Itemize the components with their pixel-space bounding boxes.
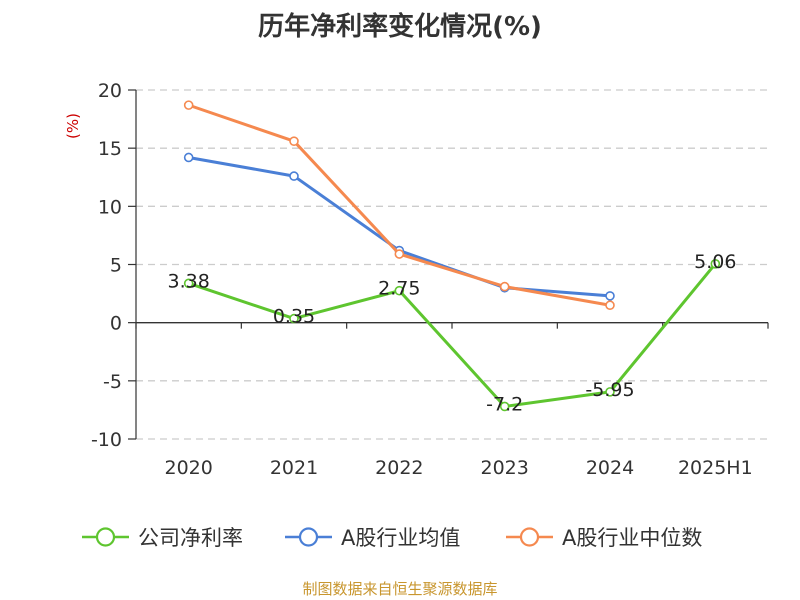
y-axis-label: (%): [64, 113, 82, 139]
data-point: [183, 100, 194, 110]
legend-marker: [519, 527, 540, 547]
x-tick-label: 2023: [480, 457, 528, 479]
data-label: 3.38: [168, 270, 210, 292]
data-point: [605, 300, 615, 311]
data-point: [605, 291, 615, 301]
data-point: [710, 259, 721, 269]
legend-marker: [298, 527, 319, 547]
x-tick-label: 2022: [375, 457, 423, 479]
data-point: [499, 281, 510, 292]
legend-label: 公司净利率: [138, 526, 243, 550]
legend-item-0[interactable]: 公司净利率: [82, 526, 243, 550]
y-tick-label: 10: [98, 196, 122, 218]
data-label: 5.06: [694, 251, 736, 273]
y-tick-label: -5: [103, 371, 122, 393]
x-tick-label: 2021: [270, 457, 318, 479]
data-point: [289, 171, 299, 181]
source-note: 制图数据来自恒生聚源数据库: [302, 580, 498, 598]
data-point: [394, 285, 405, 296]
series-line-2: [188, 103, 611, 307]
data-point: [499, 401, 510, 412]
data-label: 2.75: [378, 278, 420, 300]
y-tick-label: 0: [110, 313, 122, 335]
legend-marker: [95, 527, 116, 547]
legend-item-1[interactable]: A股行业均值: [285, 526, 460, 550]
data-point: [183, 152, 194, 163]
data-point: [289, 136, 299, 146]
series-line-1: [188, 155, 611, 298]
data-point: [394, 249, 405, 259]
grid-lines: [136, 89, 768, 440]
data-labels: 3.38 0.35 2.75 -7.2 -5.95 5.06: [168, 251, 737, 416]
x-tick-label: 2020: [164, 457, 212, 479]
y-tick-label: 15: [98, 138, 122, 160]
data-label: 0.35: [273, 306, 315, 328]
data-label: -5.95: [585, 379, 634, 401]
y-tick-label: 20: [98, 80, 122, 102]
x-tick-label: 2025H1: [678, 457, 753, 479]
data-point: [605, 387, 615, 397]
legend-label: A股行业中位数: [562, 526, 702, 550]
legend-label: A股行业均值: [341, 526, 460, 550]
series-lines: [183, 100, 721, 412]
legend[interactable]: 公司净利率 A股行业均值 A股行业中位数: [82, 526, 702, 550]
y-tick-label: -10: [91, 429, 122, 451]
legend-item-2[interactable]: A股行业中位数: [506, 526, 702, 550]
series-line-0: [188, 262, 717, 408]
x-tick-label: 2024: [586, 457, 634, 479]
chart-title: 历年净利率变化情况(%): [258, 12, 542, 42]
y-tick-label: 5: [110, 255, 122, 277]
data-point: [183, 278, 194, 289]
data-label: -7.2: [486, 393, 523, 415]
axes: -10 -5 0 5 10 15 20 (%) 2020 2021 2022 2023 2024 2025…: [64, 80, 769, 479]
data-point: [289, 313, 299, 324]
